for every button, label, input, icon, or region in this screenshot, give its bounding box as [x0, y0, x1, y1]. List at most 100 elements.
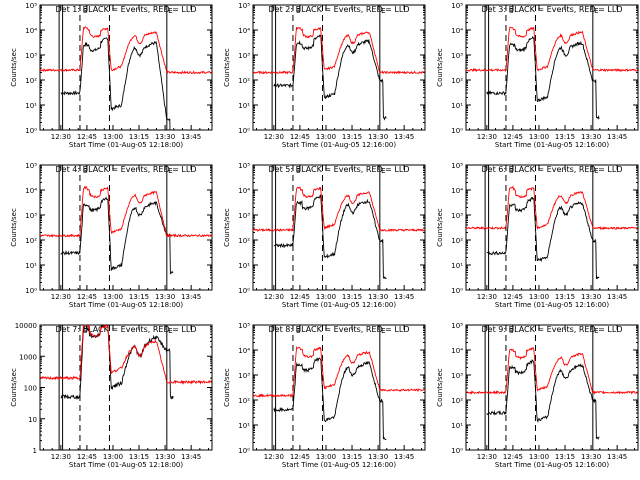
lld-curve	[40, 185, 212, 239]
y-tick-label: 10¹	[25, 262, 37, 270]
panel-det-8: Det 8: BLACK = Events, RED = LLD 10⁰ 10¹ 10…	[223, 322, 426, 469]
y-tick-label: 100	[24, 385, 37, 393]
x-tick-label: 13:00	[316, 133, 336, 141]
start-marker: S	[83, 167, 88, 175]
x-tick-label: 13:45	[394, 453, 414, 461]
events-curve	[273, 194, 387, 280]
x-tick-label: 13:30	[581, 293, 601, 301]
y-tick-label: 10⁰	[238, 127, 250, 135]
x-axis-label: Start Time (01-Aug-05 12:18:00)	[69, 301, 183, 309]
y-tick-label: 10⁵	[25, 162, 37, 170]
panel-det-7: Det 7: BLACK = Events, RED = LLD 1 10 100 10…	[10, 322, 213, 469]
lld-curve	[253, 26, 425, 75]
y-tick-label: 10³	[25, 212, 37, 220]
x-tick-label: 12:30	[51, 133, 71, 141]
events-curve	[486, 359, 600, 440]
y-tick-label: 10	[28, 416, 37, 424]
end-marker: E	[381, 327, 385, 335]
y-tick-label: 10⁴	[238, 27, 250, 35]
y-tick-label: 10¹	[451, 422, 463, 430]
x-tick-label: 13:00	[103, 453, 123, 461]
x-tick-label: 13:45	[607, 453, 627, 461]
panel-det-6: Det 6: BLACK = Events, RED = LLD 10⁰ 10¹ 10…	[436, 162, 639, 309]
y-tick-label: 10³	[25, 52, 37, 60]
x-tick-label: 13:30	[368, 133, 388, 141]
end-marker: E	[594, 167, 598, 175]
x-tick-label: 13:45	[394, 133, 414, 141]
end-marker: E	[168, 167, 172, 175]
events-curve	[273, 357, 387, 441]
y-axis-label: Counts/sec	[223, 48, 231, 87]
y-tick-label: 10³	[238, 212, 250, 220]
panel-title: Det 5: BLACK = Events, RED = LLD	[269, 165, 410, 174]
x-axis-label: Start Time (01-Aug-05 12:16:00)	[495, 461, 609, 469]
x-tick-label: 13:45	[181, 293, 201, 301]
x-tick-label: 13:30	[155, 293, 175, 301]
x-tick-label: 13:30	[581, 453, 601, 461]
end-marker: E	[594, 7, 598, 15]
end-marker: E	[168, 7, 172, 15]
y-tick-label: 10⁵	[451, 2, 463, 10]
y-tick-label: 10²	[451, 397, 463, 405]
x-tick-label: 12:30	[477, 453, 497, 461]
lld-curve	[253, 345, 425, 399]
x-tick-label: 13:00	[529, 453, 549, 461]
y-tick-label: 10⁰	[25, 127, 37, 135]
panel-title: Det 6: BLACK = Events, RED = LLD	[482, 165, 623, 174]
y-axis-label: Counts/sec	[223, 368, 231, 407]
lld-curve	[253, 186, 425, 233]
start-marker: S	[296, 167, 301, 175]
y-tick-label: 10¹	[238, 102, 250, 110]
y-tick-label: 10⁴	[451, 347, 463, 355]
y-tick-label: 10²	[238, 397, 250, 405]
x-tick-label: 13:15	[129, 133, 149, 141]
y-tick-label: 10⁰	[238, 287, 250, 295]
x-tick-label: 12:45	[77, 453, 97, 461]
y-tick-label: 10²	[451, 77, 463, 85]
x-tick-label: 13:30	[155, 453, 175, 461]
x-tick-label: 13:00	[316, 293, 336, 301]
y-tick-label: 1000	[19, 353, 37, 361]
x-tick-label: 13:15	[129, 453, 149, 461]
x-tick-label: 13:30	[155, 133, 175, 141]
panel-det-3: Det 3: BLACK = Events, RED = LLD 10⁰ 10¹ 10…	[436, 2, 639, 149]
plot-frame	[39, 164, 213, 291]
x-tick-label: 12:45	[290, 293, 310, 301]
x-tick-label: 12:30	[264, 293, 284, 301]
y-axis-label: Counts/sec	[10, 368, 18, 407]
plot-frame	[39, 4, 213, 131]
start-marker: S	[509, 327, 514, 335]
y-axis-label: Counts/sec	[436, 368, 444, 407]
y-axis-label: Counts/sec	[10, 48, 18, 87]
x-axis-label: Start Time (01-Aug-05 12:16:00)	[495, 301, 609, 309]
x-tick-label: 13:45	[181, 133, 201, 141]
lld-curve	[40, 26, 212, 75]
x-tick-label: 13:30	[581, 133, 601, 141]
y-tick-label: 1	[33, 447, 37, 455]
x-tick-label: 13:00	[103, 133, 123, 141]
events-curve	[60, 196, 174, 275]
y-tick-label: 10000	[15, 322, 37, 330]
x-tick-label: 12:45	[290, 133, 310, 141]
start-marker: S	[509, 7, 514, 15]
y-tick-label: 10¹	[25, 102, 37, 110]
panel-det-5: Det 5: BLACK = Events, RED = LLD 10⁰ 10¹ 10…	[223, 162, 426, 309]
plot-frame	[252, 164, 426, 291]
end-marker: E	[594, 327, 598, 335]
events-curve	[60, 37, 171, 130]
panel-title: Det 4: BLACK = Events, RED = LLD	[56, 165, 197, 174]
y-tick-label: 10¹	[451, 102, 463, 110]
y-tick-label: 10²	[451, 237, 463, 245]
x-axis-label: Start Time (01-Aug-05 12:16:00)	[495, 141, 609, 149]
y-tick-label: 10⁰	[25, 287, 37, 295]
panel-title: Det 2: BLACK = Events, RED = LLD	[269, 5, 410, 14]
x-tick-label: 12:45	[77, 133, 97, 141]
x-tick-label: 12:45	[290, 453, 310, 461]
plot-frame	[252, 4, 426, 131]
y-tick-label: 10⁰	[451, 287, 463, 295]
x-tick-label: 13:00	[529, 293, 549, 301]
x-tick-label: 13:15	[555, 453, 575, 461]
x-tick-label: 13:00	[316, 453, 336, 461]
y-tick-label: 10⁴	[238, 187, 250, 195]
y-tick-label: 10¹	[451, 262, 463, 270]
